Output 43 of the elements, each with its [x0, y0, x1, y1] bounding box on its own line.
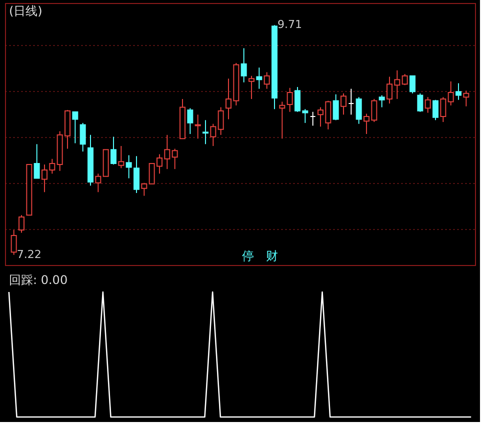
- candlestick: [72, 111, 78, 144]
- candlestick: [417, 92, 424, 112]
- candlestick: [340, 92, 346, 116]
- candlestick: [440, 96, 446, 123]
- candlestick: [141, 182, 148, 196]
- candlestick: [18, 214, 24, 234]
- candlestick: [356, 96, 362, 124]
- candlestick: [218, 106, 224, 136]
- candlestick: [118, 145, 124, 169]
- candlestick: [240, 48, 247, 83]
- candlestick: [432, 99, 438, 121]
- candlestick: [187, 108, 194, 134]
- candlestick: [402, 74, 408, 86]
- candlestick: [202, 120, 208, 145]
- candlestick: [424, 96, 431, 114]
- candlestick: [10, 229, 17, 256]
- candlestick: [310, 111, 316, 126]
- candlestick: [172, 148, 178, 170]
- annotation: 9.71: [278, 18, 302, 32]
- candlestick: [210, 123, 216, 146]
- candlestick: [95, 173, 102, 193]
- candlestick: [456, 82, 462, 100]
- candlestick: [248, 75, 254, 100]
- annotation: 停: [242, 249, 254, 263]
- candlestick: [332, 94, 339, 121]
- candlestick: [110, 136, 116, 165]
- candlestick: [279, 101, 286, 140]
- candlestick: [126, 154, 132, 179]
- candlestick: [463, 90, 470, 107]
- annotation: 7.22: [16, 248, 42, 261]
- candlestick: [80, 122, 86, 152]
- candlestick: [286, 87, 293, 112]
- candlestick: [256, 67, 262, 90]
- candlestick: [134, 156, 140, 194]
- candlestick: [448, 80, 454, 106]
- candlestick: [264, 72, 270, 90]
- chart-title: 回踩: 0.00: [9, 273, 68, 287]
- annotation: 财: [266, 249, 278, 263]
- chart-title: (日线): [9, 4, 42, 18]
- candlestick: [348, 88, 354, 116]
- candlestick: [34, 144, 40, 179]
- candlestick: [378, 94, 385, 108]
- candlestick: [410, 75, 416, 94]
